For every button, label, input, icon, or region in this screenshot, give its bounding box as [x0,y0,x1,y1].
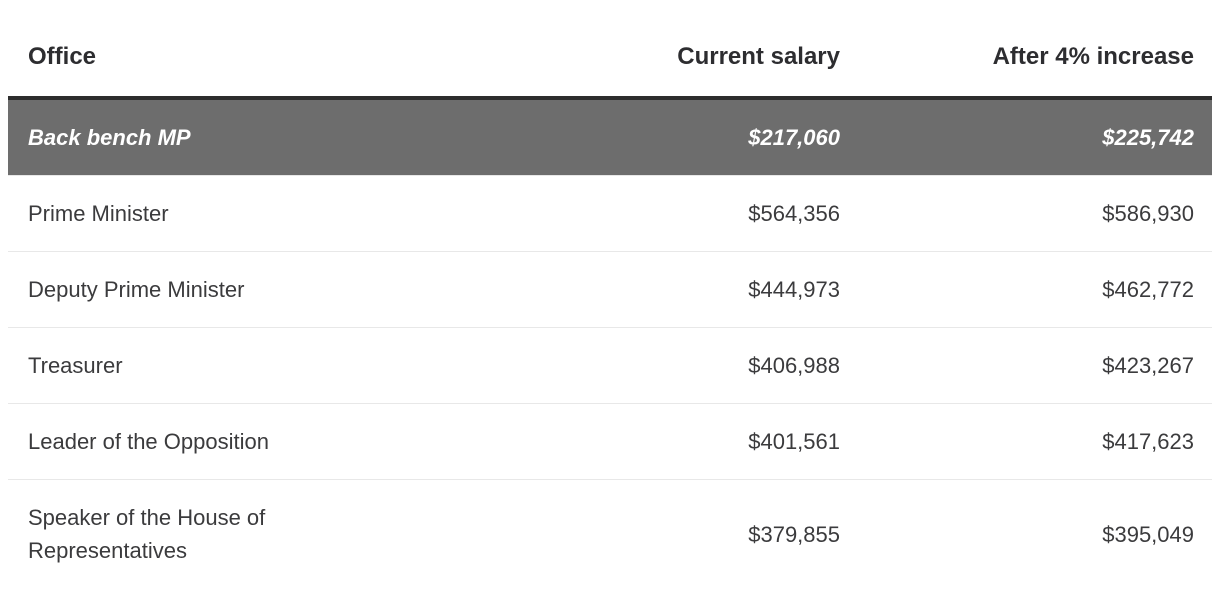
increased-salary-cell: $423,267 [858,327,1212,404]
table-row: Treasurer $406,988 $423,267 [8,327,1212,404]
office-cell: Treasurer [8,327,408,404]
office-cell: Leader of the Opposition [8,403,408,480]
current-salary-cell: $564,356 [408,175,858,252]
table-row: Leader of the Opposition $401,561 $417,6… [8,403,1212,480]
increased-salary-cell: $462,772 [858,251,1212,328]
current-salary-cell: $379,855 [408,479,858,588]
office-cell: Back bench MP [8,96,408,176]
increased-salary-cell: $395,049 [858,479,1212,588]
table-row: Prime Minister $564,356 $586,930 [8,175,1212,252]
current-salary-cell: $444,973 [408,251,858,328]
office-cell: Speaker of the House of Representatives [8,479,408,588]
column-header-current-salary: Current salary [677,43,840,70]
column-header-office: Office [28,43,97,70]
current-salary-cell: $401,561 [408,403,858,480]
office-cell: Prime Minister [8,175,408,252]
column-header-after-increase: After 4% increase [992,43,1194,70]
salary-table: Office Current salary After 4% increase … [8,0,1212,588]
header-row: Office Current salary After 4% increase [8,0,1212,98]
table-row: Speaker of the House of Representatives … [8,479,1212,588]
increased-salary-cell: $417,623 [858,403,1212,480]
table-body: Back bench MP $217,060 $225,742 Prime Mi… [8,96,1212,588]
increased-salary-cell: $225,742 [858,96,1212,176]
increased-salary-cell: $586,930 [858,175,1212,252]
table-row: Back bench MP $217,060 $225,742 [8,96,1212,176]
table-row: Deputy Prime Minister $444,973 $462,772 [8,251,1212,328]
office-cell: Deputy Prime Minister [8,251,408,328]
current-salary-cell: $217,060 [408,96,858,176]
current-salary-cell: $406,988 [408,327,858,404]
table-header: Office Current salary After 4% increase [8,0,1212,98]
